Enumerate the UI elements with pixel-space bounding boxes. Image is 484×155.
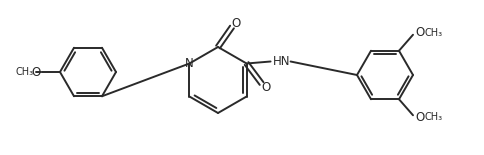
Text: O: O <box>414 111 424 124</box>
Text: CH₃: CH₃ <box>16 67 34 77</box>
Text: CH₃: CH₃ <box>424 112 442 122</box>
Text: O: O <box>260 81 270 94</box>
Text: O: O <box>231 16 240 29</box>
Text: N: N <box>185 57 194 70</box>
Text: O: O <box>31 66 41 78</box>
Text: O: O <box>414 26 424 39</box>
Text: CH₃: CH₃ <box>424 28 442 38</box>
Text: HN: HN <box>272 55 289 68</box>
